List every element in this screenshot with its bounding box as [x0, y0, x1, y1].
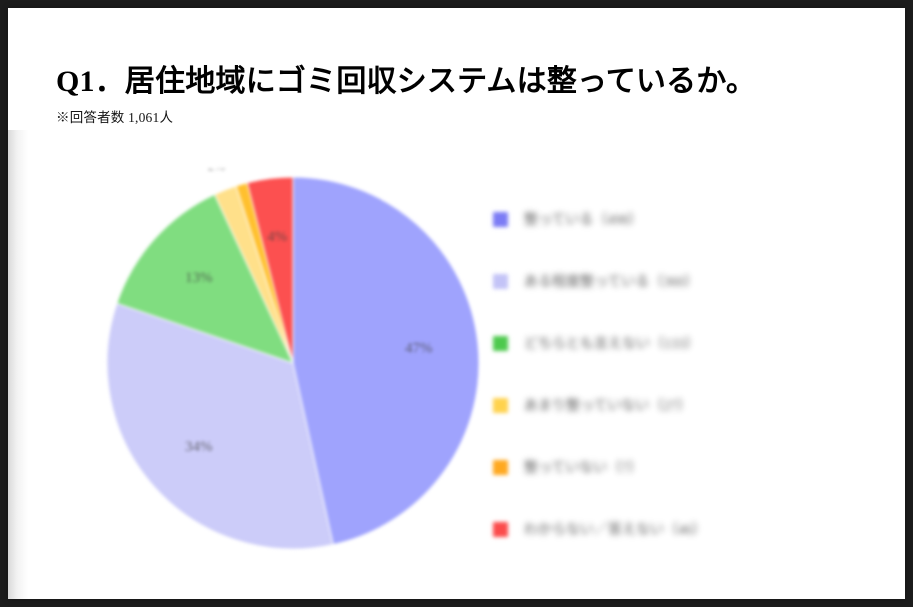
legend-item-label: どちらとも言えない（133） — [524, 337, 699, 352]
legend-item-label: 整っている（498） — [524, 213, 643, 228]
respondent-count-note: ※回答者数 1,061人 — [56, 109, 174, 125]
legend-color-swatch — [493, 459, 508, 475]
legend-item: 整っていない（7） — [493, 436, 873, 498]
legend-item-label: 整っていない（7） — [524, 461, 643, 476]
headline-block: Q1．居住地域にゴミ回収システムは整っているか。 ※回答者数 1,061人 — [56, 65, 846, 126]
legend-color-swatch — [493, 397, 508, 413]
pie-slice — [246, 176, 294, 364]
legend-item: どちらとも言えない（133） — [493, 312, 873, 374]
chart-legend: 整っている（498） ある程度整っている（360） どちらとも言えない（133） あま… — [493, 188, 873, 560]
pie-slice — [106, 302, 334, 550]
pie-slice-value-label: 4% — [267, 229, 287, 245]
pie-chart-area: 47%34%13%2%1%4% 整っている（498）ある程度整っている（360）… — [38, 158, 878, 578]
legend-color-swatch — [493, 335, 508, 351]
legend-item: ある程度整っている（360） — [493, 250, 873, 312]
pie-slice-value-label: 34% — [185, 439, 213, 455]
legend-item-label: わからない／答えない（46） — [524, 523, 706, 538]
legend-color-swatch — [493, 273, 508, 289]
legend-item-label: ある程度整っている（360） — [524, 275, 699, 290]
slide-canvas: Q1．居住地域にゴミ回収システムは整っているか。 ※回答者数 1,061人 47… — [8, 8, 905, 599]
pie-slice-value-label: 2% — [208, 168, 226, 173]
pie-chart-svg: 47%34%13%2%1%4% — [106, 168, 480, 550]
legend-item: 整っている（498） — [493, 188, 873, 250]
pie-chart: 47%34%13%2%1%4% — [98, 168, 488, 558]
legend-item-label: あまり整っていない（27） — [524, 399, 692, 414]
pie-slices — [106, 176, 480, 550]
legend-item: わからない／答えない（46） — [493, 498, 873, 560]
legend-color-swatch — [493, 521, 508, 537]
legend-item: あまり整っていない（27） — [493, 374, 873, 436]
legend-color-swatch — [493, 211, 508, 227]
page-title: Q1．居住地域にゴミ回収システムは整っているか。 — [56, 65, 757, 98]
pie-slice-value-label: 13% — [185, 270, 213, 286]
pie-slice-labels: 47%34%13%2%1%4% — [185, 168, 432, 455]
pie-slice-value-label: 47% — [405, 341, 433, 357]
pie-slice — [116, 193, 294, 364]
pie-slice — [292, 176, 480, 546]
